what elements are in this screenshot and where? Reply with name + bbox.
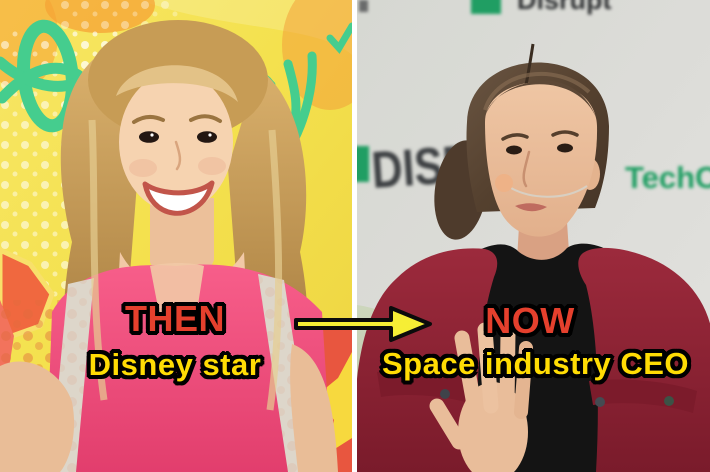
right-arm bbox=[290, 344, 338, 472]
hair-sheen bbox=[483, 71, 591, 111]
pink-dress bbox=[46, 264, 332, 472]
jacket-right bbox=[578, 247, 710, 472]
jacket-button bbox=[595, 397, 605, 407]
then-label: THEN bbox=[125, 298, 225, 339]
now-label: NOW bbox=[485, 300, 575, 341]
panel-divider bbox=[352, 0, 357, 472]
nose bbox=[174, 140, 182, 171]
now-photo-panel: Disrupt DISR TechC bbox=[357, 0, 710, 472]
raised-hand bbox=[429, 322, 533, 472]
right-eyebrow bbox=[551, 130, 579, 137]
smile bbox=[142, 180, 215, 216]
left-eyebrow bbox=[132, 115, 165, 124]
right-eyebrow bbox=[189, 114, 222, 123]
pocket-flap-left bbox=[377, 370, 475, 403]
jacket-button bbox=[440, 389, 450, 399]
left-eye bbox=[506, 145, 522, 155]
neck bbox=[150, 198, 214, 285]
then-person bbox=[0, 20, 338, 472]
now-person bbox=[357, 43, 710, 472]
right-eye bbox=[557, 143, 573, 153]
now-photo-scene: Disrupt DISR TechC bbox=[357, 0, 710, 472]
nose bbox=[522, 150, 531, 188]
disrupt-top-partial-text: Disrupt bbox=[517, 0, 612, 15]
then-to-now-arrow bbox=[293, 303, 435, 345]
backdrop-green-check bbox=[326, 22, 352, 54]
disrupt-logo-square-mid bbox=[357, 146, 369, 182]
hair-highlight-strand-left bbox=[88, 119, 108, 401]
left-eyebrow bbox=[501, 133, 529, 141]
hair-fringe bbox=[116, 65, 238, 102]
then-caption: Disney star bbox=[88, 347, 262, 382]
microphone-ball bbox=[495, 174, 513, 192]
mic-boom-wire bbox=[510, 185, 588, 198]
techcrunch-partial-text: TechC bbox=[625, 160, 710, 195]
then-photo-panel bbox=[0, 0, 352, 472]
face bbox=[485, 82, 598, 237]
face bbox=[119, 72, 233, 216]
arrow-shape bbox=[294, 306, 432, 342]
left-arm bbox=[0, 361, 75, 472]
then-photo-scene bbox=[0, 0, 352, 472]
neckline bbox=[150, 263, 204, 330]
right-eye bbox=[197, 131, 217, 143]
lips bbox=[515, 203, 547, 212]
hair-highlight-strand-right bbox=[266, 129, 283, 411]
disrupt-logo-square-top bbox=[471, 0, 501, 14]
jacket-button bbox=[664, 396, 674, 406]
now-caption: Space industry CEO bbox=[381, 346, 690, 381]
left-eye bbox=[139, 131, 159, 143]
